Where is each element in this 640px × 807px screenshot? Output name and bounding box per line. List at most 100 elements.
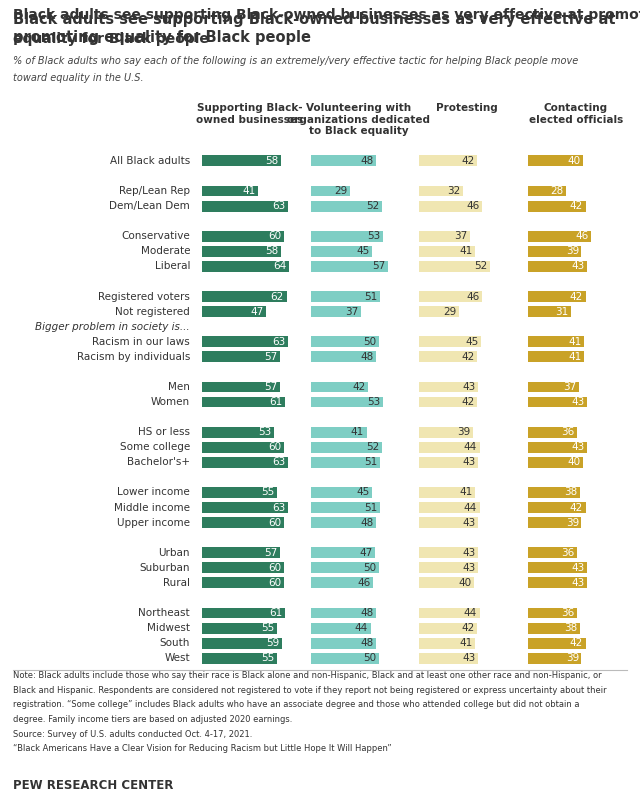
Text: Some college: Some college bbox=[120, 442, 190, 452]
Text: 63: 63 bbox=[272, 503, 285, 512]
Text: 36: 36 bbox=[561, 548, 575, 558]
Text: Contacting
elected officials: Contacting elected officials bbox=[529, 103, 623, 125]
Text: 63: 63 bbox=[272, 337, 285, 347]
Bar bbox=[310, 578, 374, 588]
Bar bbox=[202, 517, 284, 528]
Text: Liberal: Liberal bbox=[155, 261, 190, 271]
Bar bbox=[528, 291, 586, 302]
Bar bbox=[310, 231, 383, 241]
Bar bbox=[310, 653, 379, 663]
Bar bbox=[419, 578, 474, 588]
Text: Rural: Rural bbox=[163, 578, 190, 587]
Text: 51: 51 bbox=[364, 291, 378, 302]
Bar bbox=[419, 261, 490, 272]
Text: 39: 39 bbox=[566, 246, 579, 257]
Bar bbox=[310, 291, 380, 302]
Text: 43: 43 bbox=[462, 458, 476, 467]
Bar bbox=[202, 487, 277, 498]
Text: 37: 37 bbox=[454, 232, 467, 241]
Bar bbox=[419, 186, 463, 196]
Bar bbox=[202, 653, 277, 663]
Text: 57: 57 bbox=[264, 382, 277, 392]
Text: 48: 48 bbox=[360, 638, 374, 648]
Text: 28: 28 bbox=[550, 186, 564, 196]
Text: Dem/Lean Dem: Dem/Lean Dem bbox=[109, 201, 190, 211]
Bar bbox=[202, 231, 284, 241]
Bar bbox=[202, 261, 289, 272]
Text: Conservative: Conservative bbox=[122, 232, 190, 241]
Bar bbox=[310, 608, 376, 618]
Bar bbox=[310, 562, 379, 573]
Text: 63: 63 bbox=[272, 458, 285, 467]
Bar bbox=[528, 231, 591, 241]
Text: 41: 41 bbox=[568, 352, 582, 362]
Text: 45: 45 bbox=[465, 337, 478, 347]
Text: All Black adults: All Black adults bbox=[110, 156, 190, 166]
Text: 42: 42 bbox=[570, 638, 583, 648]
Text: 43: 43 bbox=[571, 442, 584, 452]
Bar bbox=[310, 306, 361, 317]
Bar bbox=[202, 337, 288, 347]
Text: Source: Survey of U.S. adults conducted Oct. 4-17, 2021.: Source: Survey of U.S. adults conducted … bbox=[13, 730, 252, 738]
Text: Black adults see supporting Black-owned businesses as very effective at promotin: Black adults see supporting Black-owned … bbox=[13, 8, 640, 22]
Bar bbox=[419, 517, 478, 528]
Text: 42: 42 bbox=[461, 623, 474, 633]
Bar bbox=[419, 201, 483, 211]
Text: 48: 48 bbox=[360, 517, 374, 528]
Text: 47: 47 bbox=[250, 307, 264, 316]
Text: 60: 60 bbox=[268, 562, 281, 573]
Text: 52: 52 bbox=[366, 442, 379, 452]
Text: 51: 51 bbox=[364, 458, 378, 467]
Text: 60: 60 bbox=[268, 517, 281, 528]
Bar bbox=[202, 427, 274, 437]
Bar bbox=[202, 246, 281, 257]
Text: 36: 36 bbox=[561, 427, 575, 437]
Text: 45: 45 bbox=[356, 487, 369, 497]
Bar bbox=[202, 457, 288, 468]
Text: 40: 40 bbox=[567, 156, 580, 166]
Bar bbox=[419, 427, 473, 437]
Text: 55: 55 bbox=[261, 653, 275, 663]
Text: 43: 43 bbox=[571, 397, 584, 407]
Bar bbox=[419, 441, 479, 453]
Text: Urban: Urban bbox=[159, 548, 190, 558]
Text: 53: 53 bbox=[367, 232, 380, 241]
Bar bbox=[528, 623, 580, 633]
Text: 42: 42 bbox=[570, 291, 583, 302]
Text: 61: 61 bbox=[269, 397, 283, 407]
Text: 39: 39 bbox=[457, 427, 470, 437]
Text: 43: 43 bbox=[462, 382, 476, 392]
Text: 42: 42 bbox=[461, 397, 474, 407]
Bar bbox=[202, 351, 280, 362]
Text: 42: 42 bbox=[461, 352, 474, 362]
Text: Racism by individuals: Racism by individuals bbox=[77, 352, 190, 362]
Text: 40: 40 bbox=[458, 578, 472, 587]
Text: 55: 55 bbox=[261, 623, 275, 633]
Text: Midwest: Midwest bbox=[147, 623, 190, 633]
Text: 57: 57 bbox=[264, 352, 277, 362]
Bar bbox=[310, 517, 376, 528]
Text: 60: 60 bbox=[268, 578, 281, 587]
Bar bbox=[528, 306, 570, 317]
Bar bbox=[310, 638, 376, 649]
Text: 46: 46 bbox=[575, 232, 589, 241]
Bar bbox=[528, 427, 577, 437]
Bar bbox=[310, 502, 380, 513]
Bar bbox=[528, 246, 582, 257]
Text: 58: 58 bbox=[265, 246, 278, 257]
Text: “Black Americans Have a Clear Vision for Reducing Racism but Little Hope It Will: “Black Americans Have a Clear Vision for… bbox=[13, 744, 392, 753]
Text: 39: 39 bbox=[566, 653, 579, 663]
Bar bbox=[419, 231, 470, 241]
Text: 41: 41 bbox=[460, 638, 473, 648]
Text: 42: 42 bbox=[570, 503, 583, 512]
Bar bbox=[202, 547, 280, 558]
Text: Volunteering with
organizations dedicated
to Black equality: Volunteering with organizations dedicate… bbox=[287, 103, 430, 136]
Text: equality for Black people: equality for Black people bbox=[13, 32, 209, 46]
Text: registration. “Some college” includes Black adults who have an associate degree : registration. “Some college” includes Bl… bbox=[13, 700, 579, 709]
Bar bbox=[202, 502, 288, 513]
Text: 45: 45 bbox=[356, 246, 369, 257]
Bar bbox=[419, 623, 477, 633]
Bar bbox=[528, 337, 584, 347]
Bar bbox=[310, 382, 368, 392]
Text: 44: 44 bbox=[464, 442, 477, 452]
